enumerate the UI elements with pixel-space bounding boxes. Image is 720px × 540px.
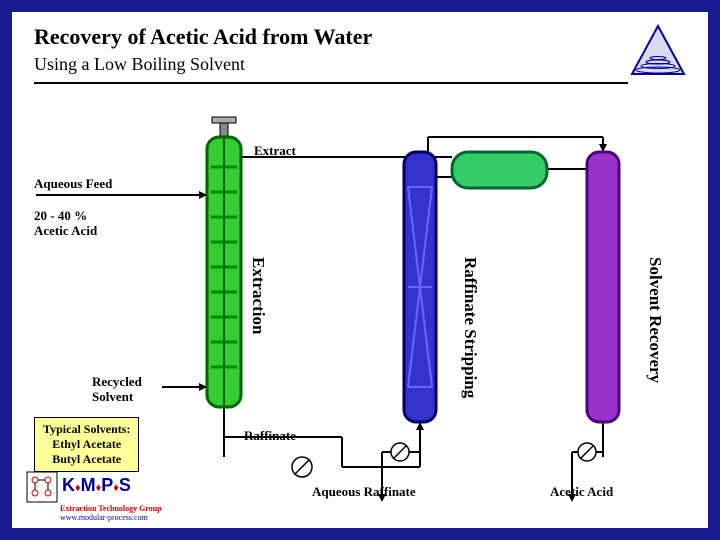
process-flow-diagram: Extract Aqueous Feed 20 - 40 % Acetic Ac… [32,97,688,513]
solvent-recovery-column [587,152,619,422]
brand-logo: K♦M♦P♦S Extraction Technology Group www.… [26,471,176,522]
triangle-logo-icon [628,22,688,82]
page-title: Recovery of Acetic Acid from Water [34,24,372,50]
brand-tagline: Extraction Technology Group [60,504,176,513]
title-underline [34,82,628,84]
raffinate-stripping-column [404,152,436,422]
decanter-vessel [452,152,547,188]
extraction-column [207,137,241,407]
page-subtitle: Using a Low Boiling Solvent [34,54,245,75]
piping-svg [32,97,692,517]
svg-text:K♦M♦P♦S: K♦M♦P♦S [62,475,131,495]
